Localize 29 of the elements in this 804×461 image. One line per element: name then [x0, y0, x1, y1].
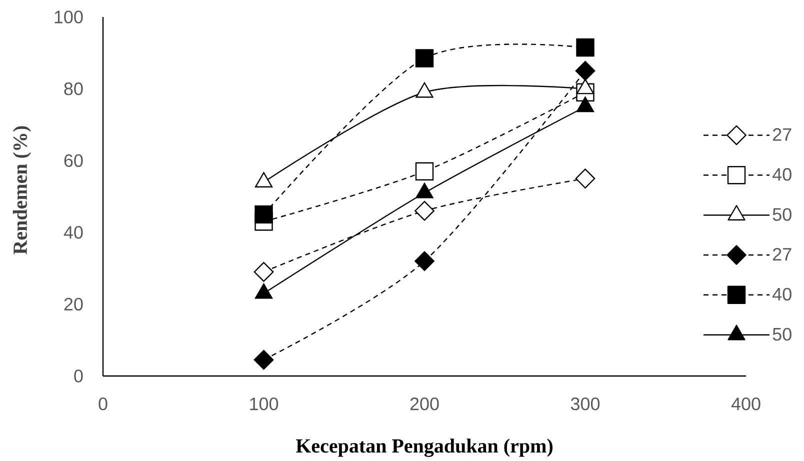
legend-label: 27 — [773, 248, 792, 261]
x-tick-label: 0 — [98, 398, 108, 410]
point — [415, 49, 434, 68]
legend-label: 50 — [772, 208, 792, 221]
point — [414, 251, 434, 272]
x-tick-label: 300 — [570, 398, 600, 410]
x-tick-label: 200 — [410, 398, 439, 410]
legend-label: 40 — [772, 288, 792, 301]
y-tick-label: 0 — [74, 370, 83, 382]
legend-label: 40 — [772, 168, 792, 181]
point — [576, 38, 594, 57]
point — [254, 262, 274, 282]
point — [414, 200, 434, 221]
point — [254, 205, 273, 224]
x-tick-label: 100 — [250, 398, 278, 410]
x-tick-label: 400 — [731, 398, 760, 410]
x-axis-title: Kecepatan Pengadukan (rpm) — [296, 438, 552, 457]
point — [415, 162, 434, 180]
y-tick-label: 60 — [64, 154, 83, 167]
legend-label: 50 — [772, 328, 792, 341]
legend-label: 27 — [773, 128, 792, 141]
point — [575, 168, 596, 188]
y-tick-label: 40 — [64, 226, 83, 239]
y-tick-label: 80 — [64, 82, 83, 96]
point — [575, 60, 596, 81]
point — [254, 350, 274, 370]
y-axis-title: Rendemen (%) — [12, 126, 32, 254]
y-tick-label: 100 — [54, 10, 83, 24]
y-tick-label: 20 — [64, 298, 83, 311]
